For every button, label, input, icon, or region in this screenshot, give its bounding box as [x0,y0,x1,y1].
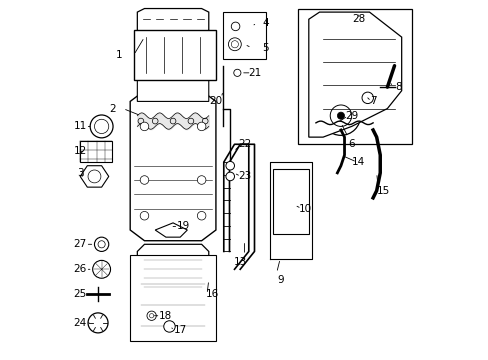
Text: 14: 14 [351,157,365,167]
Polygon shape [80,166,108,187]
Text: 10: 10 [298,203,311,213]
Text: 6: 6 [347,139,354,149]
Circle shape [225,172,234,181]
Text: 1: 1 [116,50,122,60]
Text: 12: 12 [73,147,87,157]
Polygon shape [130,91,216,241]
Text: 24: 24 [73,318,87,328]
Circle shape [140,122,148,131]
Bar [134,30,216,80]
Circle shape [98,241,105,248]
Circle shape [197,122,205,131]
Polygon shape [137,73,208,102]
Text: 21: 21 [248,68,261,78]
Circle shape [140,176,148,184]
Text: 28: 28 [351,14,365,24]
Circle shape [94,119,108,134]
Polygon shape [137,9,208,37]
Circle shape [228,38,241,51]
Circle shape [231,22,240,31]
Text: 25: 25 [73,289,87,299]
Bar [223,12,265,59]
Polygon shape [137,244,208,298]
Bar [272,169,308,234]
Text: 5: 5 [262,43,269,53]
Circle shape [225,161,234,170]
Circle shape [147,311,156,320]
Bar [130,255,216,341]
Circle shape [93,260,110,278]
Polygon shape [308,12,401,137]
Circle shape [88,170,101,183]
Circle shape [163,321,175,332]
Text: 8: 8 [394,82,401,92]
Text: 29: 29 [345,111,358,121]
Circle shape [321,96,360,135]
Circle shape [197,211,205,220]
Text: 22: 22 [237,139,251,149]
Circle shape [90,115,113,138]
Text: 27: 27 [73,239,87,249]
Text: 20: 20 [209,96,222,107]
Text: 23: 23 [237,171,251,181]
Text: 3: 3 [77,168,83,178]
Circle shape [94,237,108,251]
Text: 11: 11 [73,121,87,131]
Bar [298,9,411,144]
Text: 15: 15 [376,186,389,196]
Circle shape [140,211,148,220]
Text: 13: 13 [234,257,247,267]
Polygon shape [155,223,187,237]
Bar [80,141,112,162]
Text: 16: 16 [205,289,219,299]
Text: 19: 19 [177,221,190,231]
Text: 2: 2 [109,104,115,113]
Text: 26: 26 [73,264,87,274]
Circle shape [149,314,153,318]
Text: 17: 17 [173,325,186,335]
Text: 4: 4 [262,18,269,28]
Circle shape [329,105,351,126]
Text: 9: 9 [276,275,283,285]
Text: 18: 18 [159,311,172,321]
Text: 7: 7 [369,96,376,107]
Circle shape [231,41,238,48]
Circle shape [233,69,241,76]
Circle shape [361,92,373,104]
Circle shape [337,112,344,119]
Circle shape [88,313,108,333]
Circle shape [197,176,205,184]
